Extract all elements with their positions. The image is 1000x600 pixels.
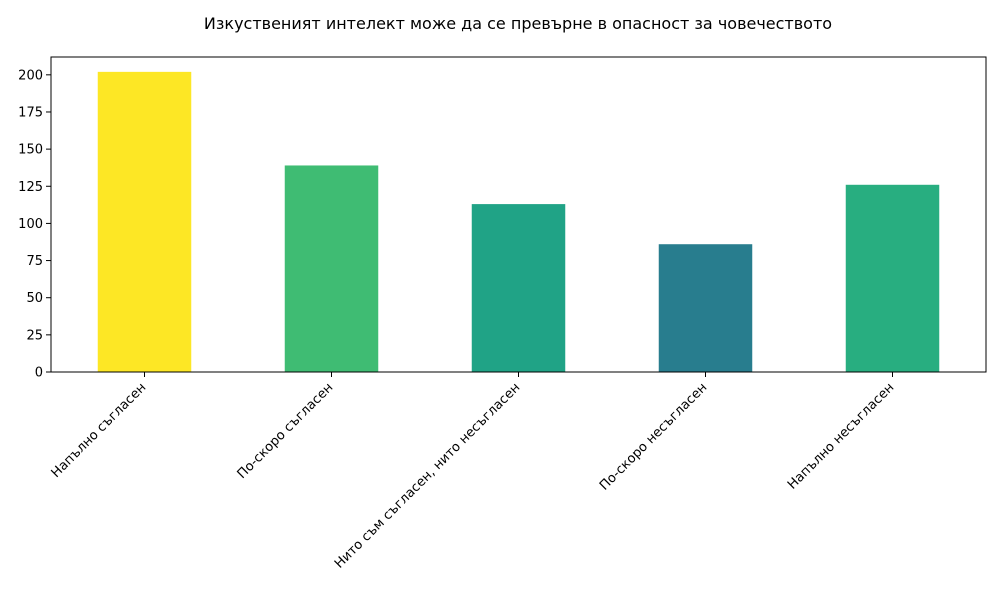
y-tick-label: 25 [26,328,43,343]
bars-group [97,71,940,372]
bar-4 [658,244,753,372]
y-axis: 0 25 50 75 100 125 150 175 200 [18,68,51,381]
bar-3 [471,204,566,372]
bar-2 [284,165,379,372]
x-tick-label: Напълно несъгласен [785,380,897,492]
x-tick-label: По-скоро несъгласен [597,380,710,493]
bar-5 [845,184,940,372]
x-tick-label: Нито съм съгласен, нито несъгласен [332,380,523,571]
bar-1 [97,71,192,372]
plot-frame [50,56,987,373]
y-tick-label: 50 [26,291,43,306]
chart-title: Изкуственият интелект може да се превърн… [204,14,832,33]
y-tick-label: 200 [18,68,43,83]
y-tick-label: 75 [26,254,43,269]
y-tick-label: 150 [18,143,43,158]
x-tick-label: Напълно съгласен [49,380,150,481]
y-tick-label: 100 [18,217,43,232]
y-tick-label: 125 [18,180,43,195]
y-tick-label: 175 [18,105,43,120]
x-tick-label: По-скоро съгласен [235,380,337,482]
y-tick-label: 0 [35,366,43,381]
